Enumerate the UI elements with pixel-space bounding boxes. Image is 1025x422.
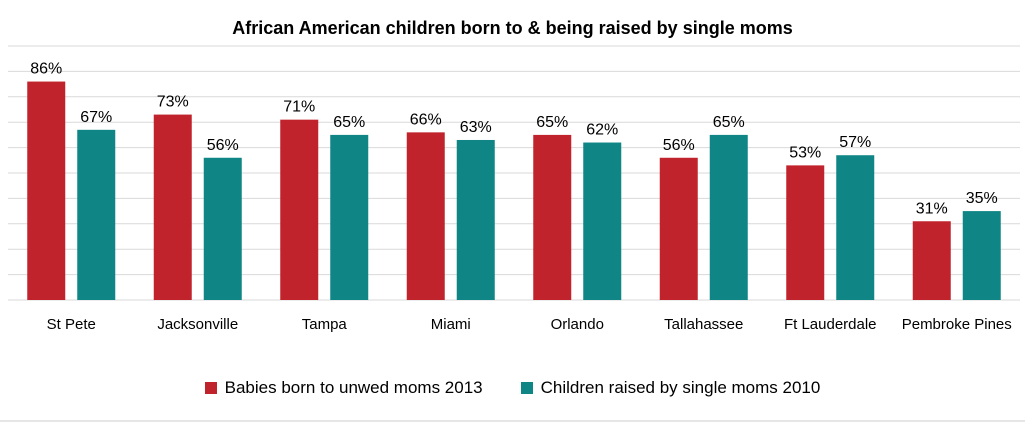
legend-label-unwed: Babies born to unwed moms 2013 — [224, 378, 483, 397]
bar-single — [77, 129, 116, 300]
bar-unwed — [533, 134, 572, 300]
bar-single — [203, 157, 242, 300]
data-label: 53% — [789, 144, 821, 161]
bar-single — [330, 134, 369, 300]
x-tick-label: Tampa — [302, 316, 348, 333]
bar-unwed — [786, 165, 825, 300]
legend-swatch-single — [520, 382, 533, 394]
data-label: 57% — [839, 134, 871, 151]
x-tick-label: Tallahassee — [664, 316, 743, 333]
data-label: 73% — [157, 94, 189, 111]
bar-chart: 86% 67% St Pete 73% 56% Jacksonville 71% 65% Tam… — [8, 45, 1020, 333]
x-tick-label: Ft Lauderdale — [784, 316, 877, 333]
x-tick-label: Pembroke Pines — [902, 316, 1012, 333]
chart-title: African American children born to & bein… — [232, 18, 793, 38]
data-label: 65% — [536, 114, 568, 131]
x-tick-label: St Pete — [47, 316, 96, 333]
bar-single — [709, 134, 748, 300]
bar-unwed — [659, 157, 698, 300]
data-label: 62% — [586, 122, 618, 139]
data-label: 35% — [966, 190, 998, 207]
x-tick-label: Miami — [431, 316, 471, 333]
data-label: 67% — [80, 109, 112, 126]
data-label: 86% — [30, 61, 62, 78]
bar-single — [836, 155, 875, 300]
legend-label-single: Children raised by single moms 2010 — [540, 378, 821, 397]
bar-single — [583, 142, 622, 300]
data-label: 63% — [460, 119, 492, 136]
bar-single — [456, 139, 495, 300]
data-label: 66% — [410, 111, 442, 128]
x-tick-label: Orlando — [551, 316, 604, 333]
x-tick-label: Jacksonville — [157, 316, 238, 333]
data-label: 56% — [207, 137, 239, 154]
data-label: 31% — [916, 200, 948, 217]
legend-item-unwed: Babies born to unwed moms 2013 — [204, 378, 483, 398]
bottom-rule — [0, 420, 1025, 422]
legend-item-single: Children raised by single moms 2010 — [520, 378, 821, 398]
data-label: 56% — [663, 137, 695, 154]
bar-single — [962, 211, 1001, 300]
data-label: 65% — [333, 114, 365, 131]
bar-unwed — [912, 221, 951, 300]
chart-legend: Babies born to unwed moms 2013 Children … — [0, 378, 1025, 398]
bar-unwed — [280, 119, 319, 300]
bar-unwed — [153, 114, 192, 300]
legend-swatch-unwed — [204, 382, 217, 394]
bar-unwed — [27, 81, 66, 300]
data-label: 65% — [713, 114, 745, 131]
data-label: 71% — [283, 99, 315, 116]
bar-unwed — [406, 132, 445, 300]
